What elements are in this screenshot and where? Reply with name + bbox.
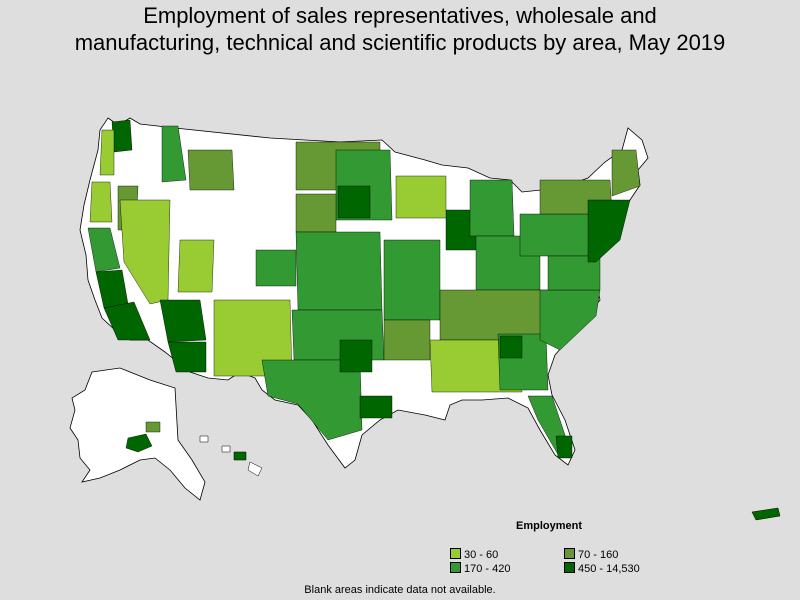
footnote: Blank areas indicate data not available. xyxy=(304,584,496,596)
map-title-line-2: manufacturing, technical and scientific … xyxy=(74,30,726,55)
area-arkansas xyxy=(383,319,431,361)
legend-heading: Employment xyxy=(516,520,583,532)
alaska-regions xyxy=(125,421,161,453)
area-montana-west xyxy=(187,149,235,191)
area-northeast-corridor xyxy=(587,199,631,263)
area-carolinas xyxy=(539,289,601,351)
area-arizona-phoenix xyxy=(159,299,207,343)
map-title: Employment of sales representatives, who… xyxy=(0,2,800,56)
legend-swatch-170-420 xyxy=(450,562,461,573)
area-minneapolis xyxy=(337,185,371,219)
area-northern-california xyxy=(87,227,121,273)
area-nebraska-kansas xyxy=(295,231,383,311)
legend-swatch-30-60 xyxy=(450,548,461,559)
puerto-rico xyxy=(751,507,781,521)
map-legend: Employment 30 - 60 70 - 160 170 - 420 45… xyxy=(450,520,680,580)
legend-label-450-14530: 450 - 14,530 xyxy=(578,563,640,575)
area-idaho xyxy=(161,125,187,183)
alaska-outline xyxy=(69,367,206,501)
hawaii-island-4 xyxy=(247,461,263,477)
legend-label-70-160: 70 - 160 xyxy=(578,549,619,561)
legend-swatch-450-14530 xyxy=(564,562,575,573)
area-arizona-south xyxy=(167,341,207,373)
alaska-region-anchorage xyxy=(125,433,153,453)
area-seattle xyxy=(111,119,133,153)
map-title-line-1: Employment of sales representatives, who… xyxy=(143,3,657,28)
area-nevada xyxy=(119,199,171,305)
area-pennsylvania xyxy=(519,213,593,257)
area-iowa-missouri xyxy=(383,239,441,321)
legend-label-170-420: 170 - 420 xyxy=(464,563,511,575)
area-houston xyxy=(359,395,393,419)
area-dallas xyxy=(339,339,373,373)
hawaii-island-1 xyxy=(199,435,209,443)
area-new-england xyxy=(611,149,641,197)
legend-swatch-70-160 xyxy=(564,548,575,559)
legend-item-450-14530: 450 - 14,530 xyxy=(564,562,640,575)
area-miami xyxy=(555,435,573,459)
legend-item-170-420: 170 - 420 xyxy=(450,562,510,575)
area-wisconsin xyxy=(395,175,447,219)
hawaii-island-3 xyxy=(233,451,247,461)
area-western-washington xyxy=(99,129,115,176)
area-colorado-denver xyxy=(255,249,297,287)
area-atlanta xyxy=(499,335,523,359)
area-utah xyxy=(177,239,215,293)
area-southern-california xyxy=(103,301,151,341)
area-south-dakota xyxy=(295,193,337,233)
area-virginia xyxy=(547,255,601,291)
area-regions xyxy=(87,119,641,459)
hawaii-islands xyxy=(199,435,263,477)
legend-item-30-60: 30 - 60 xyxy=(450,548,498,561)
hawaii-island-2 xyxy=(221,445,231,453)
area-oregon-coast xyxy=(89,181,113,223)
area-michigan xyxy=(469,179,515,237)
alaska-region-south xyxy=(145,421,161,433)
legend-item-70-160: 70 - 160 xyxy=(564,548,618,561)
legend-label-30-60: 30 - 60 xyxy=(464,549,499,561)
